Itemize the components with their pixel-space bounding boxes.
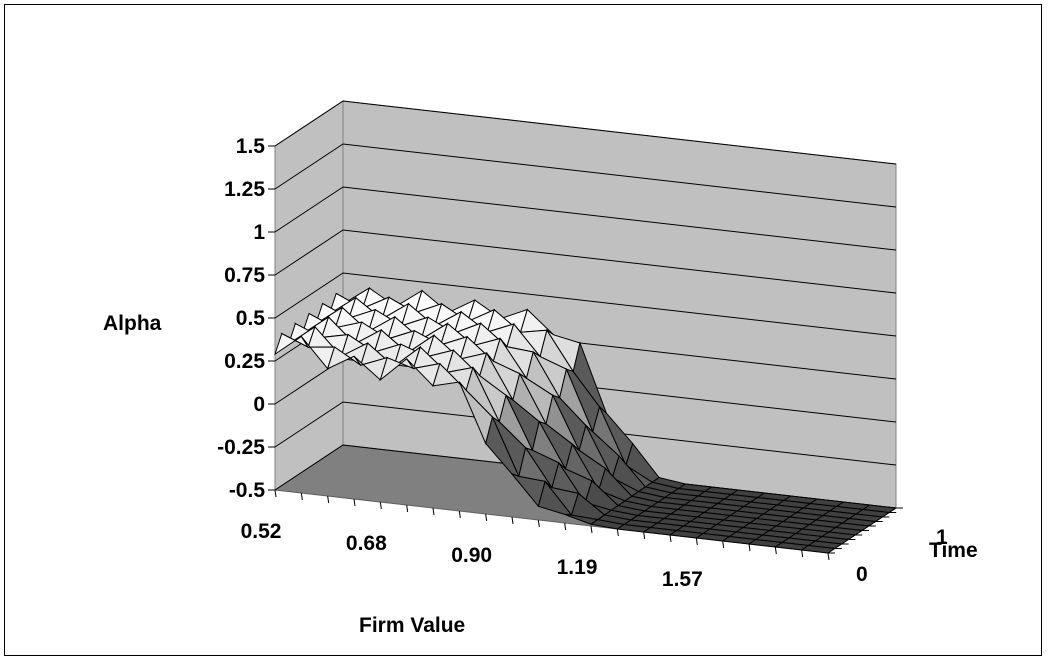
z-tick-label: 0 [253, 393, 265, 416]
x-tick-mark [669, 534, 672, 543]
x-tick-mark [406, 504, 409, 513]
x-tick-mark [564, 522, 567, 531]
x-tick-label: 1.19 [557, 556, 598, 579]
x-tick-mark [590, 525, 593, 534]
x-tick-mark [616, 528, 619, 537]
x-tick-label: 0.90 [451, 544, 492, 567]
x-tick-mark [827, 552, 830, 561]
z-tick-label: -0.5 [229, 479, 266, 502]
z-tick-label: 0.5 [236, 307, 266, 330]
z-tick-label: 1.5 [236, 135, 266, 158]
z-gridline [274, 401, 897, 466]
x-axis-ticks: 0.52 0.68 0.90 1.19 1.57 [241, 489, 830, 591]
x-tick-mark [511, 516, 514, 525]
alpha-surface [274, 286, 898, 554]
z-gridline [274, 186, 897, 251]
z-gridline [274, 272, 897, 337]
x-axis-title: Firm Value [359, 614, 465, 637]
x-tick-mark [643, 531, 646, 540]
x-tick-label: 1.57 [662, 568, 703, 591]
x-tick-mark [432, 507, 435, 516]
chart-frame: 1.5 1.25 1 0.75 0.5 0.25 0 -0.25 -0.5 0.52 0.68 0.… [4, 4, 1042, 656]
y-axis-title: Alpha [103, 312, 162, 335]
z-tick-label: 1.25 [224, 178, 265, 201]
z-tick-label: -0.25 [217, 436, 265, 459]
z-gridline [274, 143, 897, 208]
time-axis-ticks: 01 [828, 507, 948, 586]
x-tick-mark [748, 543, 751, 552]
z-tick-label: 0.25 [224, 350, 265, 373]
z-tick-label: 1 [253, 221, 265, 244]
time-tick-label: 0 [856, 563, 868, 586]
x-tick-mark [801, 549, 804, 558]
z-gridline [274, 100, 897, 165]
x-tick-mark [300, 492, 303, 501]
x-tick-mark [458, 510, 461, 519]
time-tick-label: 1 [936, 526, 948, 549]
x-tick-mark [379, 501, 382, 510]
time-axis-title: Time [929, 539, 978, 562]
x-tick-mark [327, 495, 330, 504]
x-tick-mark [353, 498, 356, 507]
z-gridline [274, 229, 897, 294]
x-tick-label: 0.52 [241, 520, 282, 543]
x-tick-mark [274, 489, 277, 498]
z-tick-label: 0.75 [224, 264, 265, 287]
x-tick-mark [774, 546, 777, 555]
x-tick-mark [537, 519, 540, 528]
x-tick-mark [485, 513, 488, 522]
x-tick-label: 0.68 [346, 532, 387, 555]
z-axis-ticks: 1.5 1.25 1 0.75 0.5 0.25 0 -0.25 -0.5 [217, 135, 275, 502]
x-tick-mark [722, 540, 725, 549]
x-tick-mark [695, 537, 698, 546]
